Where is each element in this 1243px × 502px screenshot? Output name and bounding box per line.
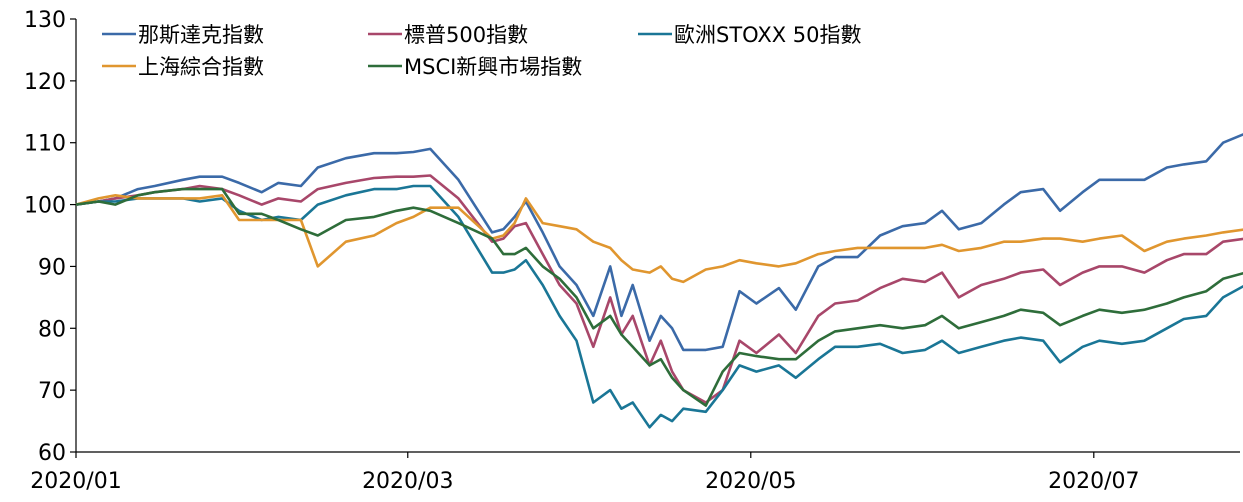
y-tick-label: 100 bbox=[24, 194, 66, 219]
series-line-3 bbox=[75, 184, 1243, 429]
series-line-2 bbox=[75, 174, 1243, 404]
series-line-4 bbox=[75, 194, 1243, 284]
legend-label: 那斯達克指數 bbox=[138, 23, 264, 47]
series-line-5 bbox=[75, 187, 1243, 407]
x-tick-label: 2020/03 bbox=[362, 469, 453, 494]
axes bbox=[75, 19, 1240, 453]
x-tick-label: 2020/05 bbox=[705, 469, 796, 494]
y-tick-label: 60 bbox=[38, 441, 66, 466]
legend-label: MSCI新興市場指數 bbox=[404, 55, 582, 79]
y-tick-label: 120 bbox=[24, 70, 66, 95]
series-line-1 bbox=[75, 133, 1243, 352]
y-tick-label: 110 bbox=[24, 132, 66, 157]
series-lines bbox=[75, 133, 1243, 429]
legend-label: 歐洲STOXX 50指數 bbox=[674, 23, 862, 47]
y-tick-label: 80 bbox=[38, 317, 66, 342]
legend-label: 標普500指數 bbox=[404, 23, 528, 47]
x-axis-ticks: 2020/01 2020/03 2020/05 2020/07 bbox=[30, 452, 1140, 494]
y-tick-label: 130 bbox=[24, 8, 66, 33]
legend-label: 上海綜合指數 bbox=[138, 55, 264, 79]
y-tick-label: 70 bbox=[38, 379, 66, 404]
x-tick-label: 2020/01 bbox=[30, 469, 121, 494]
x-tick-label: 2020/07 bbox=[1048, 469, 1139, 494]
y-tick-label: 90 bbox=[38, 255, 66, 280]
y-axis-ticks: 60 70 80 90 100 110 120 130 bbox=[24, 8, 76, 466]
